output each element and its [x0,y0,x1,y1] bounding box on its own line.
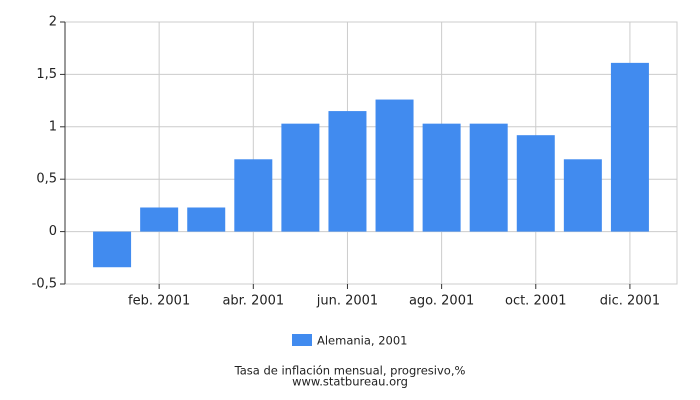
bar [281,123,320,232]
y-tick-label: 2 [49,15,57,30]
y-tick-label: 1 [49,119,57,134]
bar [234,159,273,232]
bar [516,135,555,232]
bar [469,123,508,232]
bar [93,231,132,268]
bar [328,111,367,232]
bar [563,159,602,232]
y-tick-label: 0,5 [36,172,57,187]
bar [610,62,649,232]
legend-label: Alemania, 2001 [317,334,408,348]
bar [187,207,226,232]
x-axis-title: Tasa de inflación mensual, progresivo,% [234,364,466,378]
y-tick-label: 0 [49,224,57,239]
y-tick-label: 1,5 [36,67,57,82]
source: www.statbureau.org [292,375,408,389]
x-tick-label: dic. 2001 [600,294,660,309]
y-tick-label: -0,5 [32,277,57,292]
x-tick-label: oct. 2001 [505,294,567,309]
bar [422,123,461,232]
x-tick-label: abr. 2001 [222,294,284,309]
x-tick-label: feb. 2001 [128,294,190,309]
x-tick-label: ago. 2001 [409,294,474,309]
bar [375,99,414,232]
legend-swatch [292,334,312,346]
bar [140,207,179,232]
x-tick-label: jun. 2001 [316,294,378,309]
